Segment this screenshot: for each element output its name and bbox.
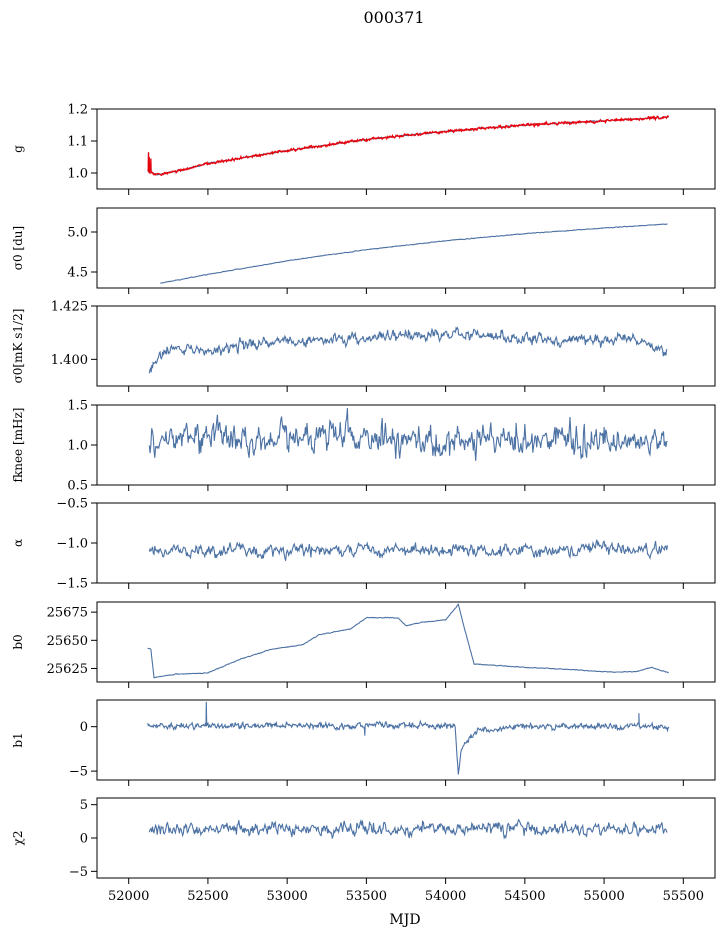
x-tick-label: 55500 [663, 889, 704, 904]
axes-frame-sigma0_du [96, 207, 716, 289]
x-tick-label: 52000 [108, 889, 149, 904]
y-tick-label-b1: 0 [80, 720, 88, 735]
panel-b0: 25625 25650 25675 b0 [11, 601, 716, 688]
axes-frame-b1 [96, 699, 716, 781]
series-line-g [147, 116, 669, 176]
series-line-chi2 [148, 818, 668, 840]
y-axis-label-b0: b0 [11, 634, 25, 649]
panel-sigma0_mk: 1.400 1.425 σ0[mK s1/2] [11, 300, 716, 392]
x-tick-label: 54500 [504, 889, 545, 904]
series-line-sigma0_du [160, 223, 668, 284]
y-tick-label-b0: 25625 [47, 662, 88, 677]
y-tick-label-fknee: 1.5 [67, 399, 88, 414]
y-tick-label-g: 1.0 [67, 167, 88, 182]
y-tick-label-fknee: 0.5 [67, 479, 88, 494]
panel-chi2: −5 0 5 χ2 [11, 797, 716, 884]
y-tick-label-chi2: 0 [80, 832, 88, 847]
panel-alpha: −1.5 −1.0 −0.5 α [11, 497, 716, 592]
series-line-alpha [148, 539, 669, 561]
y-tick-label-alpha: −1.0 [56, 537, 88, 552]
panel-g: 1.0 1.1 1.2 g [11, 103, 716, 195]
y-axis-label-fknee: fknee [mHz] [11, 408, 25, 483]
axes-frame-chi2 [96, 797, 716, 879]
fit-line-g [147, 114, 670, 177]
x-tick-label: 53000 [266, 889, 307, 904]
series-line-fknee [148, 408, 668, 461]
y-axis-label-b1: b1 [11, 732, 25, 747]
y-tick-label-sigma0_mk: 1.400 [51, 353, 88, 368]
x-tick-label: 55000 [583, 889, 624, 904]
y-axis-label-sigma0_mk: σ0[mK s1/2] [11, 309, 25, 384]
y-tick-label-sigma0_du: 5.0 [67, 226, 88, 241]
series-line-b0 [147, 602, 669, 679]
panel-b1: −5 0 b1 [11, 699, 716, 786]
y-tick-label-sigma0_mk: 1.425 [51, 300, 88, 315]
y-axis-label-g: g [11, 145, 25, 153]
y-axis-label-sigma0_du: σ0 [du] [11, 226, 25, 270]
figure-title: 000371 [363, 8, 424, 27]
x-axis-label: MJD [389, 912, 420, 928]
y-tick-label-alpha: −0.5 [56, 497, 88, 512]
y-tick-label-b0: 25675 [47, 606, 88, 621]
y-tick-label-b0: 25650 [47, 634, 88, 649]
y-tick-label-chi2: 5 [80, 798, 88, 813]
series-line-sigma0_mk [148, 326, 668, 374]
y-tick-label-g: 1.2 [67, 103, 88, 118]
axes-frame-b0 [96, 601, 716, 683]
y-axis-label-alpha: α [11, 539, 25, 547]
y-tick-label-b1: −5 [69, 765, 88, 780]
axes-frame-fknee [96, 404, 716, 486]
y-axis-label-chi2: χ2 [11, 831, 25, 846]
y-tick-label-chi2: −5 [69, 865, 88, 880]
x-tick-label: 53500 [346, 889, 387, 904]
y-tick-label-sigma0_du: 4.5 [67, 266, 88, 281]
y-tick-label-g: 1.1 [67, 135, 88, 150]
panel-fknee: 0.5 1.0 1.5 fknee [mHz] [11, 399, 716, 494]
panels: 1.0 1.1 1.2 g 4.5 5.0 σ0 [du] 1.400 1.425 σ0[mK s… [11, 103, 716, 904]
y-tick-label-fknee: 1.0 [67, 439, 88, 454]
y-tick-label-alpha: −1.5 [56, 577, 88, 592]
series-line-b1 [147, 701, 670, 775]
x-tick-label: 54000 [425, 889, 466, 904]
panel-sigma0_du: 4.5 5.0 σ0 [du] [11, 207, 716, 294]
x-tick-label: 52500 [187, 889, 228, 904]
axes-frame-sigma0_mk [96, 305, 716, 387]
axes-frame-alpha [96, 502, 716, 584]
axes-frame-g [96, 108, 716, 190]
